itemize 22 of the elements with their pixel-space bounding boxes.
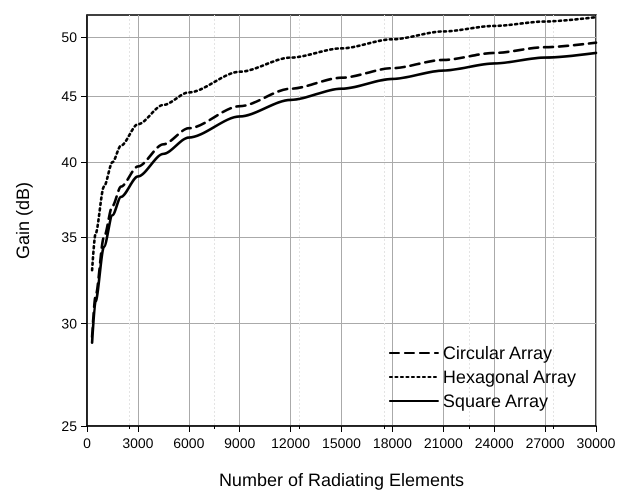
y-axis-title: Gain (dB) [13,182,33,260]
x-tick-label: 15000 [322,435,362,451]
x-tick-label: 27000 [526,435,565,451]
x-tick-label: 18000 [372,435,412,451]
legend-label: Circular Array [442,343,552,363]
y-tick-label: 25 [61,418,78,434]
x-tick-label: 6000 [173,435,205,451]
x-tick-label: 30000 [576,435,616,451]
y-tick-label: 45 [61,88,78,104]
x-tick-label: 21000 [424,435,463,451]
x-tick-label: 12000 [271,435,310,451]
y-tick-label: 30 [61,316,78,332]
legend-label: Hexagonal Array [442,367,576,387]
x-tick-label: 3000 [122,435,154,451]
y-tick-label: 40 [61,154,78,170]
x-tick-label: 9000 [224,435,256,451]
x-tick-label: 0 [83,435,92,451]
x-tick-label: 24000 [474,435,514,451]
y-tick-label: 35 [61,229,78,246]
legend-label: Square Array [442,391,548,411]
y-tick-label: 50 [61,29,78,46]
x-axis-title: Number of Radiating Elements [218,470,464,490]
